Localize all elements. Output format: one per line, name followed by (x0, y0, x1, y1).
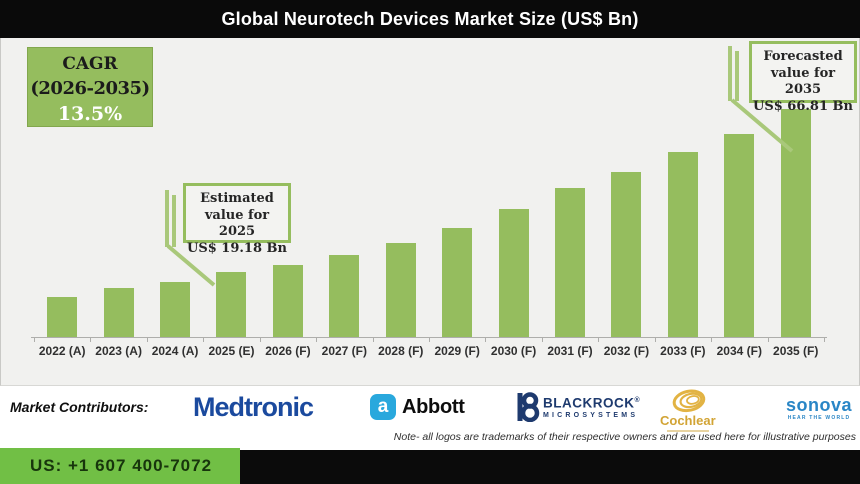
axis-tick (485, 338, 487, 342)
contributors-band: Market Contributors: Medtronic a Abbott … (0, 386, 860, 450)
chart-title: Global Neurotech Devices Market Size (US… (221, 8, 639, 29)
bar-2030 (498, 209, 529, 337)
bar-slot (598, 38, 654, 337)
bar-slot (485, 38, 541, 337)
medtronic-logo: Medtronic (193, 392, 314, 422)
bar-slot (90, 38, 146, 337)
axis-tick (429, 338, 430, 342)
axis-tick (90, 338, 92, 342)
x-axis-line (31, 337, 827, 338)
blackrock-name: BLACKROCK (543, 395, 635, 411)
cochlear-swirl-icon (672, 389, 706, 413)
estimated-line2: value for 2025 (204, 207, 270, 240)
bar-slot (260, 38, 316, 337)
x-tick-label: 2026 (F) (265, 344, 311, 358)
estimated-line1: Estimated (200, 191, 274, 206)
bar-2034 (724, 133, 755, 337)
blackrock-sub: MICROSYSTEMS (543, 411, 639, 419)
estimated-line3: US$ 19.18 Bn (187, 240, 287, 256)
axis-tick (767, 338, 769, 342)
forecast-line3: US$ 66.81 Bn (753, 98, 853, 114)
abbott-a-icon: a (370, 394, 396, 420)
bar-slot (147, 38, 203, 337)
axis-tick (711, 338, 713, 342)
bar-slot (542, 38, 598, 337)
cagr-callout: CAGR (2026-2035) 13.5% (27, 47, 153, 127)
x-axis-ticks (34, 338, 825, 343)
bar-2033 (667, 151, 698, 337)
forecast-line2: value for 2035 (770, 65, 836, 98)
chart-title-bar: Global Neurotech Devices Market Size (US… (0, 0, 860, 38)
axis-tick (654, 338, 656, 342)
chart-area: 2022 (A) 2023 (A) 2024 (A) 2025 (E) 2026 (F)… (0, 38, 860, 386)
x-tick-label: 2034 (F) (716, 344, 762, 358)
cochlear-tagline (666, 430, 709, 432)
cochlear-logo: Cochlear (660, 388, 716, 432)
phone-number: US: +1 607 400-7072 (30, 456, 213, 475)
bar-series (34, 38, 824, 337)
axis-tick (203, 338, 205, 342)
bar-slot (34, 38, 90, 337)
forecast-line1: Forecasted (763, 49, 843, 64)
abbott-wordmark: Abbott (402, 395, 465, 418)
bar-slot (655, 38, 711, 337)
x-tick-label: 2024 (A) (151, 344, 199, 358)
bar-slot (203, 38, 259, 337)
axis-tick (146, 338, 148, 342)
sonova-tagline: HEAR THE WORLD (787, 415, 851, 421)
x-tick-label: 2027 (F) (321, 344, 367, 358)
bar-slot (429, 38, 485, 337)
trademark-note: Note- all logos are trademarks of their … (393, 431, 856, 443)
x-tick-label: 2029 (F) (434, 344, 480, 358)
blackrock-b-icon (517, 392, 540, 422)
bar-2023 (103, 287, 134, 337)
sonova-wordmark: sonova (786, 395, 853, 415)
x-tick-label: 2023 (A) (95, 344, 142, 358)
bar-2022 (47, 296, 78, 337)
axis-tick (598, 338, 600, 342)
axis-tick (316, 338, 318, 342)
x-tick-label: 2033 (F) (660, 344, 706, 358)
blackrock-logo: BLACKROCK® MICROSYSTEMS (516, 392, 640, 422)
x-tick-label: 2035 (F) (773, 344, 819, 358)
axis-tick (541, 338, 543, 342)
axis-tick (259, 338, 261, 342)
blackrock-wordmark: BLACKROCK® MICROSYSTEMS (543, 394, 640, 420)
x-tick-label: 2028 (F) (378, 344, 424, 358)
bar-2024 (160, 281, 191, 337)
estimated-value-callout: Estimated value for 2025 US$ 19.18 Bn (183, 183, 291, 256)
bar-2029 (442, 228, 473, 337)
x-tick-label: 2022 (A) (38, 344, 86, 358)
bar-slot (711, 38, 767, 337)
x-tick-label: 2025 (E) (208, 344, 255, 358)
axis-tick (34, 338, 35, 342)
x-tick-label: 2031 (F) (547, 344, 593, 358)
axis-tick (824, 338, 825, 342)
cagr-label: CAGR (62, 54, 118, 74)
bar-2028 (385, 243, 416, 337)
cochlear-wordmark: Cochlear (660, 413, 716, 428)
abbott-logo: a Abbott (370, 394, 465, 420)
sonova-logo: sonova HEAR THE WORLD (786, 396, 852, 421)
bar-2027 (329, 255, 360, 337)
bar-2035 (780, 108, 811, 337)
cagr-period: (2026-2035) (30, 78, 150, 99)
forecast-value-callout: Forecasted value for 2035 US$ 66.81 Bn (749, 41, 857, 114)
axis-tick (372, 338, 374, 342)
x-tick-label: 2030 (F) (490, 344, 537, 358)
bar-slot (373, 38, 429, 337)
bar-2026 (272, 264, 303, 337)
bar-2032 (611, 171, 642, 337)
bar-slot (316, 38, 372, 337)
bar-2031 (555, 187, 585, 337)
market-contributors-label: Market Contributors: (10, 399, 149, 415)
phone-banner: US: +1 607 400-7072 (0, 448, 240, 484)
registered-mark: ® (634, 397, 641, 405)
cagr-value: 13.5% (57, 103, 123, 125)
bar-2025 (216, 271, 247, 337)
x-axis-labels: 2022 (A) 2023 (A) 2024 (A) 2025 (E) 2026 (F)… (34, 344, 824, 358)
x-tick-label: 2032 (F) (603, 344, 650, 358)
